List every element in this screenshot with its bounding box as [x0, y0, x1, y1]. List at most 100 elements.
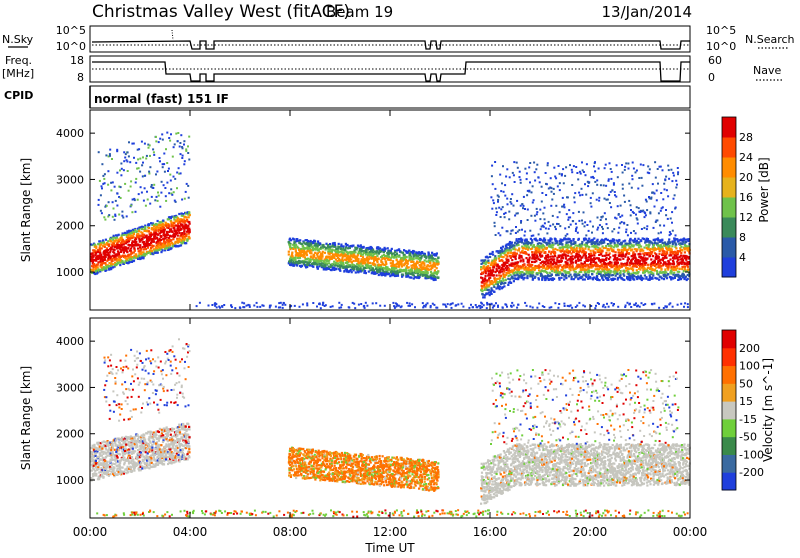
data-cell [299, 257, 301, 259]
data-cell [553, 278, 555, 280]
data-cell [594, 251, 596, 253]
data-cell [359, 265, 361, 267]
data-cell [172, 238, 174, 240]
data-cell [647, 238, 649, 240]
data-cell [480, 266, 482, 268]
data-cell [123, 243, 125, 245]
data-cell [111, 158, 113, 160]
data-cell [654, 269, 656, 271]
data-cell [626, 251, 628, 253]
data-cell [523, 264, 525, 266]
data-cell [178, 167, 180, 169]
data-cell [628, 244, 630, 246]
data-cell [632, 269, 634, 271]
data-cell [673, 261, 675, 263]
data-cell [137, 248, 139, 250]
data-cell [174, 235, 176, 237]
data-cell [528, 246, 530, 248]
data-cell [414, 276, 416, 278]
data-cell [329, 248, 331, 250]
data-cell [675, 243, 677, 245]
data-cell [513, 272, 515, 274]
data-cell [646, 258, 648, 260]
data-cell [149, 166, 151, 168]
data-cell [329, 258, 331, 260]
date-label: 13/Jan/2014 [602, 3, 693, 21]
data-cell [636, 266, 638, 268]
data-cell [505, 245, 507, 247]
data-cell [166, 162, 168, 164]
data-cell [499, 277, 501, 279]
data-cell [587, 260, 589, 262]
data-cell [108, 201, 110, 203]
data-cell [633, 275, 635, 277]
data-cell [104, 219, 106, 221]
data-cell [135, 241, 137, 243]
data-cell [499, 288, 501, 290]
data-cell [647, 264, 649, 266]
nave-tick-bottom: 0 [708, 71, 715, 84]
data-cell [613, 259, 615, 261]
data-cell [296, 264, 298, 266]
data-cell [312, 266, 314, 268]
data-cell [159, 138, 161, 140]
noise-strip: N.Sky 10^5 10^0 10^5 10^0 N.Search [2, 24, 795, 53]
data-cell [153, 248, 155, 250]
data-cell [162, 249, 164, 251]
data-cell [321, 258, 323, 260]
data-cell [128, 190, 130, 192]
data-cell [104, 262, 106, 264]
data-cell [126, 161, 128, 163]
data-cell [393, 257, 395, 259]
data-cell [169, 216, 171, 218]
data-cell [590, 253, 592, 255]
data-cell [630, 249, 632, 251]
data-cell [329, 246, 331, 248]
data-cell [417, 262, 419, 264]
data-cell [153, 184, 155, 186]
data-cell [619, 272, 621, 274]
data-cell [155, 229, 157, 231]
data-cell [100, 194, 102, 196]
data-cell [155, 140, 157, 142]
data-cell [617, 261, 619, 263]
data-cell [515, 258, 517, 260]
data-cell [140, 186, 142, 188]
data-cell [513, 246, 515, 248]
data-cell [664, 268, 666, 270]
data-cell [518, 254, 520, 256]
data-cell [123, 151, 125, 153]
data-cell [148, 227, 150, 229]
data-cell [187, 152, 189, 154]
data-cell [502, 246, 504, 248]
data-cell [179, 146, 181, 148]
data-cell [150, 242, 152, 244]
data-cell [187, 238, 189, 240]
data-cell [358, 245, 360, 247]
data-cell [539, 253, 541, 255]
data-cell [115, 200, 117, 202]
data-cell [311, 246, 313, 248]
data-cell [349, 247, 351, 249]
data-cell [343, 270, 345, 272]
data-cell [531, 239, 533, 241]
data-cell [554, 252, 556, 254]
data-cell [494, 255, 496, 257]
data-cell [342, 260, 344, 262]
data-cell [314, 240, 316, 242]
data-cell [543, 248, 545, 250]
data-cell [533, 244, 535, 246]
data-cell [531, 251, 533, 253]
data-cell [373, 269, 375, 271]
data-cell [148, 171, 150, 173]
data-cell [146, 155, 148, 157]
data-cell [600, 265, 602, 267]
data-cell [605, 254, 607, 256]
data-cell [122, 261, 124, 263]
data-cell [162, 166, 164, 168]
data-cell [129, 237, 131, 239]
data-cell [384, 274, 386, 276]
data-cell [669, 241, 671, 243]
data-cell [99, 180, 101, 182]
data-cell [488, 284, 490, 286]
